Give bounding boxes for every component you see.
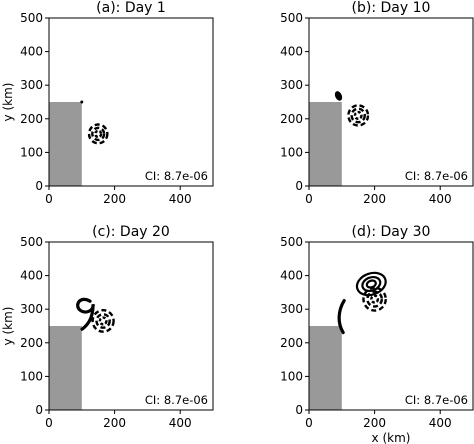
y-tick-label: 300 <box>20 78 43 92</box>
positive-contour <box>80 100 84 104</box>
axes-frame <box>308 241 474 411</box>
ci-annotation: CI: 8.7e-06 <box>405 393 468 407</box>
x-tick-label: 200 <box>103 192 126 206</box>
panel-4: 0 200 400 0 100 200 300 400 500 (d): Day 30 CI: 8.… <box>280 224 474 444</box>
y-tick-label: 100 <box>20 369 43 383</box>
y-tick-label: 0 <box>35 403 43 417</box>
x-tick-label: 0 <box>45 192 53 206</box>
y-tick-label: 100 <box>280 369 303 383</box>
contours <box>76 297 115 333</box>
negative-contour <box>94 129 103 139</box>
y-tick-label: 300 <box>280 78 303 92</box>
y-tick-label: 0 <box>35 179 43 193</box>
negative-contour <box>98 316 108 326</box>
x-tick-label: 400 <box>429 416 452 430</box>
contours <box>337 271 387 335</box>
negative-contour <box>353 110 363 121</box>
x-tick-label: 0 <box>45 416 53 430</box>
negative-contour <box>370 294 380 304</box>
panel-title: (a): Day 1 <box>96 0 166 16</box>
axes-frame <box>308 17 474 187</box>
positive-contour <box>355 271 387 297</box>
ci-annotation: CI: 8.7e-06 <box>145 393 208 407</box>
panel-2: 0 200 400 0 100 200 300 400 500 (b): Day 10 CI: 8.… <box>280 0 474 206</box>
ci-annotation: CI: 8.7e-06 <box>145 169 208 183</box>
y-tick-label: 200 <box>20 336 43 350</box>
contours <box>334 91 370 127</box>
positive-contour <box>76 297 95 331</box>
y-tick-label: 500 <box>20 235 43 249</box>
negative-contour <box>347 104 370 127</box>
y-tick-label: 300 <box>20 302 43 316</box>
negative-contour <box>91 309 115 333</box>
positive-contour <box>365 279 377 289</box>
x-tick-label: 200 <box>103 416 126 430</box>
ci-annotation: CI: 8.7e-06 <box>405 169 468 183</box>
y-tick-label: 400 <box>280 269 303 283</box>
positive-contour <box>334 91 343 101</box>
x-tick-label: 200 <box>363 416 386 430</box>
contours <box>80 100 109 145</box>
y-tick-label: 400 <box>20 45 43 59</box>
negative-contour <box>366 290 384 308</box>
y-tick-label: 100 <box>280 145 303 159</box>
panel-1: 0 200 400 0 100 200 300 400 500 (a): Day 1 CI: 8.7… <box>1 0 214 206</box>
y-tick-label: 200 <box>280 112 303 126</box>
x-tick-label: 200 <box>363 192 386 206</box>
negative-contour <box>95 313 111 329</box>
negative-contour <box>350 107 366 124</box>
x-tick-label: 400 <box>169 416 192 430</box>
y-tick-label: 500 <box>280 235 303 249</box>
land-region <box>309 102 342 186</box>
y-tick-label: 200 <box>20 112 43 126</box>
x-axis-label: x (km) <box>372 431 411 444</box>
y-tick-label: 500 <box>20 11 43 25</box>
axes-frame <box>48 17 214 187</box>
panel-title: (b): Day 10 <box>352 0 431 16</box>
y-axis-label: y (km) <box>1 307 15 346</box>
negative-contour <box>91 126 106 142</box>
x-tick-label: 0 <box>305 192 313 206</box>
y-tick-label: 0 <box>295 403 303 417</box>
land-region <box>49 102 82 186</box>
y-tick-label: 0 <box>295 179 303 193</box>
land-region <box>49 326 82 410</box>
panel-title: (c): Day 20 <box>92 224 170 240</box>
y-tick-label: 200 <box>280 336 303 350</box>
x-tick-label: 0 <box>305 416 313 430</box>
land-region <box>309 326 342 410</box>
positive-contour <box>337 298 346 335</box>
negative-contour <box>87 123 109 145</box>
panel-title: (d): Day 30 <box>352 224 431 240</box>
positive-contour <box>361 275 382 293</box>
y-tick-label: 500 <box>280 11 303 25</box>
y-axis-label: y (km) <box>1 83 15 122</box>
y-tick-label: 300 <box>280 302 303 316</box>
panel-3: 0 200 400 0 100 200 300 400 500 (c): Day 20 CI: 8.… <box>1 224 214 430</box>
y-tick-label: 400 <box>20 269 43 283</box>
y-tick-label: 400 <box>280 45 303 59</box>
negative-contour <box>362 286 387 312</box>
y-tick-label: 100 <box>20 145 43 159</box>
x-tick-label: 400 <box>429 192 452 206</box>
axes-frame <box>48 241 214 411</box>
x-tick-label: 400 <box>169 192 192 206</box>
